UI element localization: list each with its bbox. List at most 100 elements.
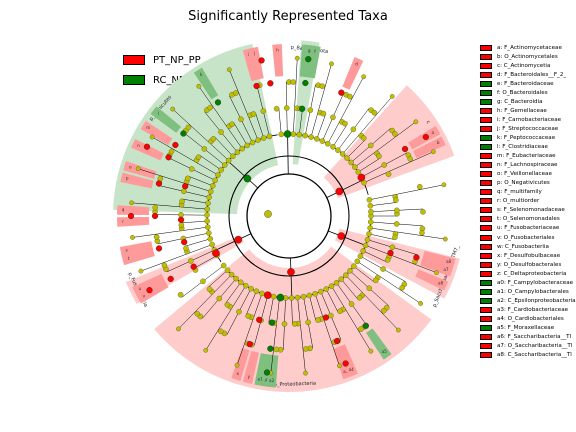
taxa-legend-item: a6: F_Saccharibacteria__Tl (480, 333, 576, 342)
node (417, 184, 423, 190)
node (356, 295, 363, 301)
clade-tag: f (314, 49, 316, 54)
legend-swatch (480, 252, 492, 259)
significant-node (180, 130, 187, 137)
node (357, 253, 364, 260)
node (366, 197, 373, 203)
legend-swatch (480, 270, 492, 277)
legend-label: f: O_Bacteroidales (497, 89, 548, 96)
clade-box (136, 280, 169, 304)
node (149, 134, 155, 140)
branch (132, 226, 208, 238)
branch (188, 176, 213, 187)
node (323, 286, 329, 292)
significant-node (253, 82, 260, 90)
clade-box (117, 216, 150, 227)
legend-label: h: F_Gemellaceae (497, 107, 547, 114)
taxa-legend-item: q: F_multifamily (480, 188, 576, 197)
root-ring (246, 173, 332, 259)
taxa-legend-item: x: F_Desulfobulbaceae (480, 251, 576, 260)
node (307, 107, 314, 113)
branch (227, 160, 259, 189)
legend-swatch (480, 198, 492, 205)
node (221, 162, 228, 168)
clade-box (242, 350, 259, 384)
node (329, 61, 334, 67)
significant-node (413, 254, 420, 261)
legend-swatch (480, 80, 492, 87)
node (152, 204, 159, 211)
node (394, 207, 400, 214)
node (273, 105, 280, 112)
significant-node (276, 293, 285, 302)
branch (369, 184, 444, 201)
taxa-legend-item: i: F_Carnobacteriaceae (480, 115, 576, 124)
node (315, 317, 321, 323)
legend-swatch (480, 334, 492, 341)
legend-swatch (480, 44, 492, 51)
clade-tag: r (122, 219, 124, 224)
node (344, 155, 350, 161)
legend-label: e: F_Bacteroidaceae (497, 80, 554, 87)
legend-label: PT_NP_PP (153, 54, 201, 66)
node (230, 153, 236, 159)
taxa-legend-item: a4: O_Cardiobacteriales (480, 314, 576, 323)
node (354, 258, 361, 265)
node (337, 308, 343, 314)
legend-swatch (480, 261, 492, 268)
node (366, 231, 372, 237)
branch (368, 233, 395, 240)
node (392, 234, 398, 241)
node (430, 149, 436, 155)
branch (341, 279, 359, 300)
node (206, 286, 213, 292)
taxa-legend-item: p: O_Negativicutes (480, 179, 576, 188)
taxa-legend: a: F_Actinomycetaceae b: O_Actinomycetale… (480, 43, 576, 360)
legend-swatch (480, 171, 492, 178)
node (362, 242, 369, 249)
branch (370, 227, 446, 240)
phylum-label: c (425, 120, 432, 126)
legend-swatch (480, 153, 492, 160)
legend-label: o: F_Veillonellaceae (497, 171, 552, 178)
legend-label: b: O_Actinomycetales (497, 53, 558, 60)
branch (199, 155, 222, 171)
branch (172, 108, 229, 161)
legend-label: x: F_Desulfobulbaceae (497, 252, 561, 259)
ring-1 (228, 155, 350, 277)
clade-tag: g (308, 48, 311, 53)
node (220, 262, 227, 269)
node (270, 293, 277, 300)
branch (299, 108, 303, 135)
node (204, 212, 210, 218)
clade-tag: l (158, 111, 159, 116)
node (314, 136, 320, 142)
node (407, 156, 413, 162)
significant-node (146, 287, 153, 294)
taxa-legend-item: l: F_Clostridiaceae (480, 143, 576, 152)
node (399, 285, 405, 291)
node (347, 93, 353, 100)
node (330, 114, 336, 121)
clade-box (248, 46, 264, 80)
clade-tag: x (236, 371, 239, 376)
node (212, 177, 218, 184)
node (266, 133, 273, 140)
node (218, 167, 224, 173)
clade-box (254, 353, 269, 387)
legend-label: p: O_Negativicutes (497, 180, 550, 187)
legend-swatch (480, 98, 492, 105)
legend-label: a4: O_Cardiobacteriales (497, 315, 564, 322)
significant-node (263, 291, 272, 300)
node (420, 209, 426, 215)
significant-node (362, 322, 369, 329)
significant-node (256, 316, 263, 323)
branch (181, 220, 208, 224)
branch (297, 297, 306, 374)
legend-label: m: F_Eubacteriaceae (497, 153, 556, 160)
branch (357, 261, 421, 304)
significant-node (305, 56, 312, 63)
node (320, 110, 327, 117)
node (224, 301, 231, 308)
